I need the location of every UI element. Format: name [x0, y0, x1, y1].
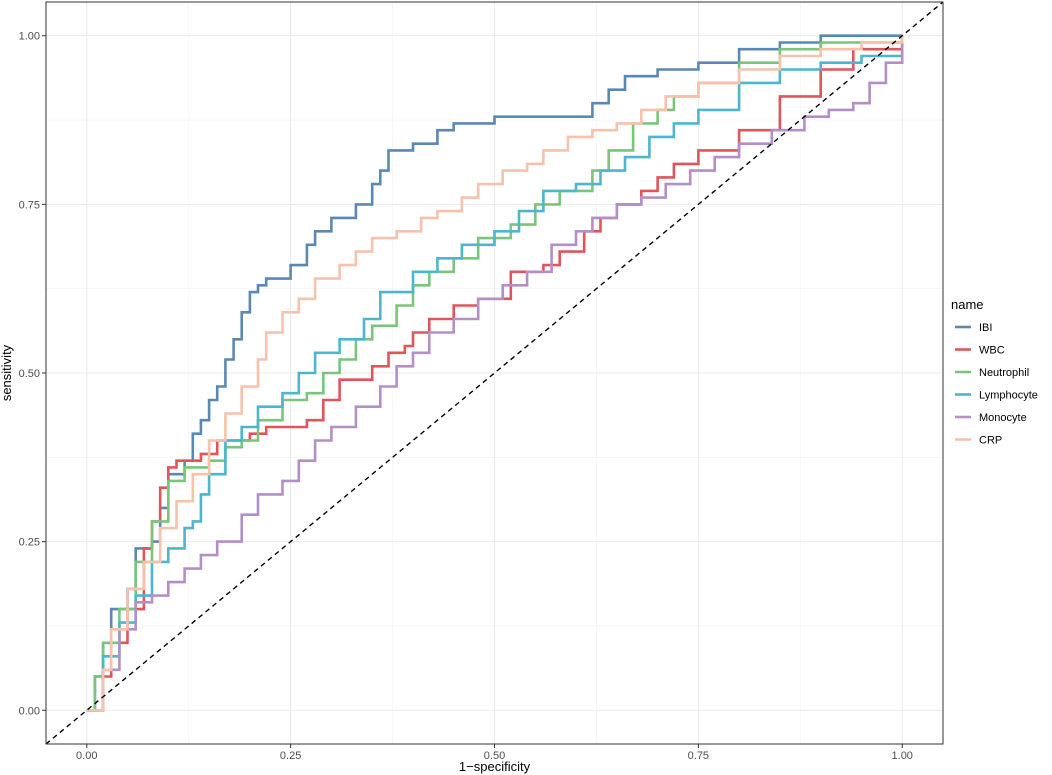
legend-label-wbc: WBC	[979, 345, 1005, 357]
grid-layer	[46, 2, 943, 744]
legend-label-neutrophil: Neutrophil	[979, 367, 1029, 379]
series-line-crp	[86, 35, 904, 712]
ticks-layer: 0.00 0.25 0.50 0.75 1.00 0.00 0.25 0.50 0.75 1.00	[19, 31, 913, 762]
legend-label-crp: CRP	[979, 435, 1002, 447]
y-tick-label: 1.00	[19, 31, 40, 43]
legend-label-ibi: IBI	[979, 322, 992, 334]
y-tick-label: 0.50	[19, 368, 40, 380]
legend: name IBI WBC Neutrophil Lymphocyte Monocyte C…	[951, 297, 1038, 447]
legend-label-monocyte: Monocyte	[979, 412, 1027, 424]
x-tick-label: 0.50	[484, 750, 505, 762]
series-line-wbc	[86, 35, 904, 712]
y-tick-label: 0.25	[19, 537, 40, 549]
series-line-monocyte	[86, 35, 904, 712]
y-axis-title: sensitivity	[0, 344, 14, 401]
series-line-lymphocyte	[86, 35, 904, 712]
series-layer	[45, 1, 944, 745]
legend-items: IBI WBC Neutrophil Lymphocyte Monocyte CRP	[955, 322, 1038, 447]
x-tick-label: 0.00	[76, 750, 97, 762]
y-tick-label: 0.75	[19, 199, 40, 211]
legend-title: name	[951, 297, 984, 312]
x-tick-label: 1.00	[892, 750, 913, 762]
x-axis-title: 1−specificity	[459, 759, 531, 774]
x-tick-label: 0.25	[280, 750, 301, 762]
legend-label-lymphocyte: Lymphocyte	[979, 390, 1038, 402]
x-tick-label: 0.75	[688, 750, 709, 762]
y-tick-label: 0.00	[19, 705, 40, 717]
